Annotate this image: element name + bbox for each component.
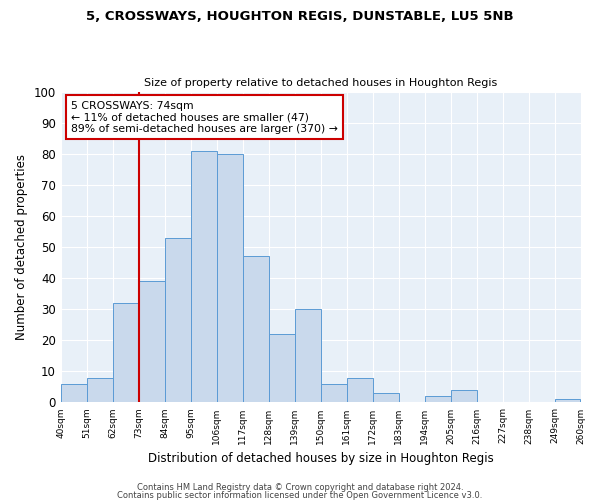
Bar: [86, 378, 113, 402]
Bar: [191, 150, 217, 402]
Bar: [425, 396, 451, 402]
Bar: [295, 309, 320, 402]
Bar: [320, 384, 347, 402]
Bar: [61, 384, 86, 402]
Text: 5, CROSSWAYS, HOUGHTON REGIS, DUNSTABLE, LU5 5NB: 5, CROSSWAYS, HOUGHTON REGIS, DUNSTABLE,…: [86, 10, 514, 23]
X-axis label: Distribution of detached houses by size in Houghton Regis: Distribution of detached houses by size …: [148, 452, 493, 465]
Bar: [242, 256, 269, 402]
Bar: [139, 281, 164, 402]
Bar: [269, 334, 295, 402]
Text: Contains HM Land Registry data © Crown copyright and database right 2024.: Contains HM Land Registry data © Crown c…: [137, 484, 463, 492]
Bar: [347, 378, 373, 402]
Text: Contains public sector information licensed under the Open Government Licence v3: Contains public sector information licen…: [118, 490, 482, 500]
Bar: [113, 303, 139, 402]
Bar: [554, 400, 580, 402]
Text: 5 CROSSWAYS: 74sqm
← 11% of detached houses are smaller (47)
89% of semi-detache: 5 CROSSWAYS: 74sqm ← 11% of detached hou…: [71, 101, 338, 134]
Bar: [164, 238, 191, 402]
Y-axis label: Number of detached properties: Number of detached properties: [15, 154, 28, 340]
Bar: [373, 393, 398, 402]
Title: Size of property relative to detached houses in Houghton Regis: Size of property relative to detached ho…: [144, 78, 497, 88]
Bar: [451, 390, 476, 402]
Bar: [217, 154, 242, 402]
